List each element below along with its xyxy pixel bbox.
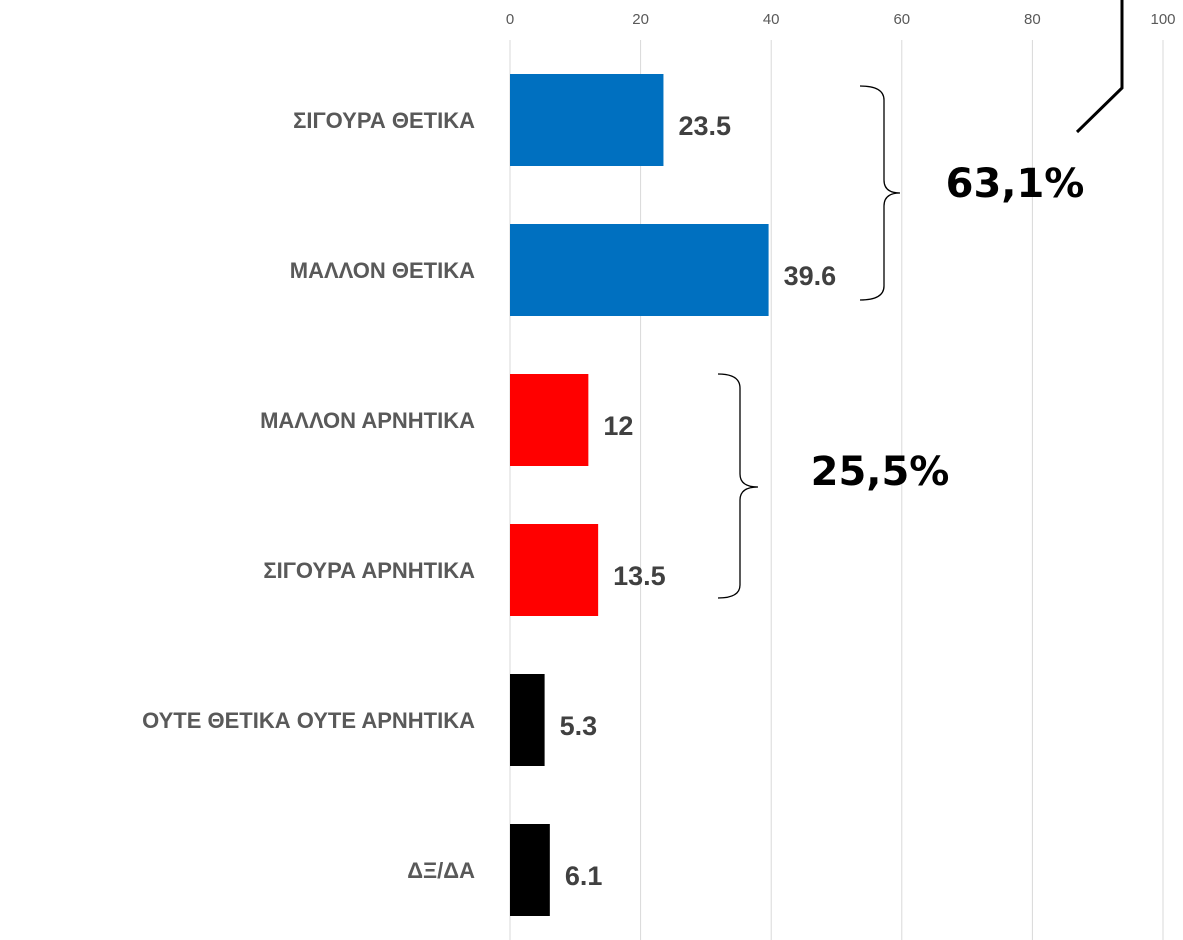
x-tick-label: 20	[632, 11, 649, 28]
value-label: 13.5	[613, 561, 666, 591]
x-tick-label: 0	[506, 11, 514, 28]
y-tick-label: ΜΑΛΛΟΝ ΘΕΤΙΚΑ	[290, 258, 475, 283]
y-tick-label: ΣΙΓΟΥΡΑ ΑΡΝΗΤΙΚΑ	[263, 558, 475, 583]
value-label: 23.5	[678, 111, 731, 141]
x-tick-label: 60	[893, 11, 910, 28]
x-tick-label: 40	[763, 11, 780, 28]
y-tick-label: ΔΞ/ΔΑ	[407, 858, 475, 883]
y-tick-label: ΜΑΛΛΟΝ ΑΡΝΗΤΙΚΑ	[260, 408, 475, 433]
bar	[510, 824, 550, 916]
x-tick-label: 80	[1024, 11, 1041, 28]
bar	[510, 374, 589, 466]
y-tick-label: ΟΥΤΕ ΘΕΤΙΚΑ ΟΥΤΕ ΑΡΝΗΤΙΚΑ	[142, 708, 475, 733]
callout-line	[1075, 0, 1124, 134]
bar	[510, 74, 664, 166]
value-label: 12	[603, 411, 633, 441]
value-label: 6.1	[565, 861, 603, 891]
bar	[510, 224, 769, 316]
x-tick-label: 100	[1150, 11, 1175, 28]
annotation: 63,1%	[946, 161, 1085, 207]
y-tick-label: ΣΙΓΟΥΡΑ ΘΕΤΙΚΑ	[293, 108, 475, 133]
annotation: 25,5%	[811, 449, 950, 495]
value-label: 39.6	[784, 261, 837, 291]
bar	[510, 524, 599, 616]
brace	[859, 85, 901, 301]
brace	[717, 373, 759, 599]
value-label: 5.3	[560, 711, 598, 741]
bar	[510, 674, 545, 766]
